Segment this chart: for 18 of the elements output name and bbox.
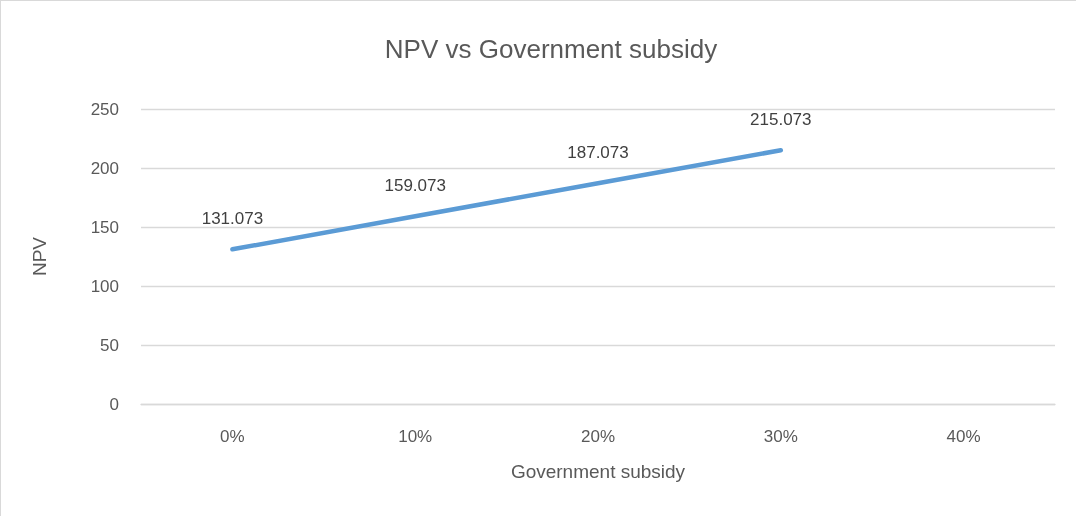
x-tick-label: 10% (398, 427, 433, 446)
y-tick-label: 250 (90, 99, 119, 119)
y-axis-title: NPV (29, 236, 50, 277)
chart-title: NPV vs Government subsidy (384, 34, 718, 64)
y-tick-label: 100 (90, 276, 119, 296)
x-tick-label: 40% (946, 427, 981, 446)
y-tick-label: 50 (100, 335, 119, 355)
y-tick-label: 0 (109, 394, 119, 414)
x-axis-title: Government subsidy (510, 461, 686, 482)
x-tick-label: 30% (763, 427, 798, 446)
y-tick-label: 150 (90, 217, 119, 237)
y-tick-label: 200 (90, 158, 119, 178)
data-label: 187.073 (567, 143, 629, 163)
data-label: 159.073 (384, 176, 446, 196)
x-tick-label: 0% (220, 427, 245, 446)
data-label: 215.073 (750, 110, 812, 130)
data-label: 131.073 (201, 209, 264, 229)
x-tick-label: 20% (580, 427, 616, 446)
